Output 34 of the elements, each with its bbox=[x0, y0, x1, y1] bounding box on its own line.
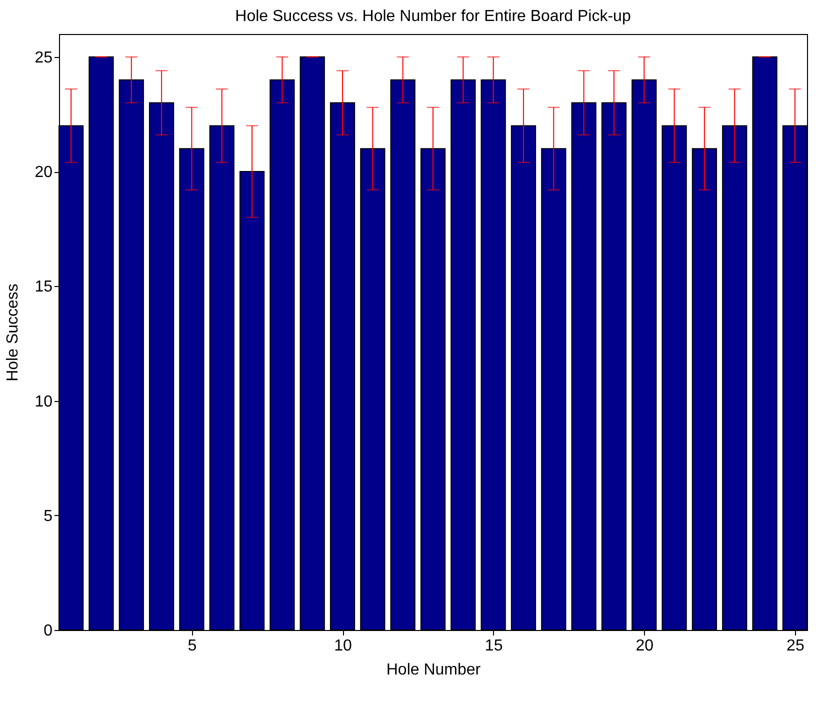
bar bbox=[390, 79, 416, 630]
bar bbox=[601, 102, 627, 630]
bar bbox=[662, 125, 687, 630]
bar bbox=[752, 56, 778, 630]
y-tick-label: 15 bbox=[34, 278, 53, 296]
bar bbox=[239, 171, 265, 630]
bar bbox=[58, 125, 84, 630]
x-tick-label: 15 bbox=[484, 638, 503, 654]
bar bbox=[541, 148, 566, 630]
bar bbox=[692, 148, 718, 630]
bar bbox=[270, 79, 295, 630]
bar bbox=[571, 102, 596, 630]
bar bbox=[722, 125, 748, 630]
x-tick-label: 5 bbox=[188, 638, 197, 654]
x-tick-label: 25 bbox=[786, 638, 804, 654]
x-tick-label: 20 bbox=[636, 638, 654, 654]
bar bbox=[360, 148, 386, 630]
y-tick-label: 10 bbox=[34, 393, 53, 410]
bar bbox=[510, 125, 536, 630]
y-tick-label: 20 bbox=[34, 164, 53, 182]
bar bbox=[88, 56, 114, 630]
bar bbox=[118, 79, 144, 630]
bar bbox=[209, 125, 234, 630]
x-axis-title: Hole Number bbox=[386, 662, 482, 678]
y-axis-title: Hole Success bbox=[4, 284, 22, 382]
y-tick-label: 25 bbox=[34, 49, 53, 66]
bar bbox=[300, 56, 325, 630]
bar bbox=[148, 102, 174, 630]
x-tick-label: 10 bbox=[334, 638, 352, 654]
bar bbox=[420, 148, 446, 630]
chart-title: Hole Success vs. Hole Number for Entire Board Pick-up bbox=[235, 8, 631, 25]
bar bbox=[450, 79, 476, 630]
y-tick-label: 5 bbox=[44, 508, 53, 525]
y-tick-label: 0 bbox=[44, 622, 53, 640]
